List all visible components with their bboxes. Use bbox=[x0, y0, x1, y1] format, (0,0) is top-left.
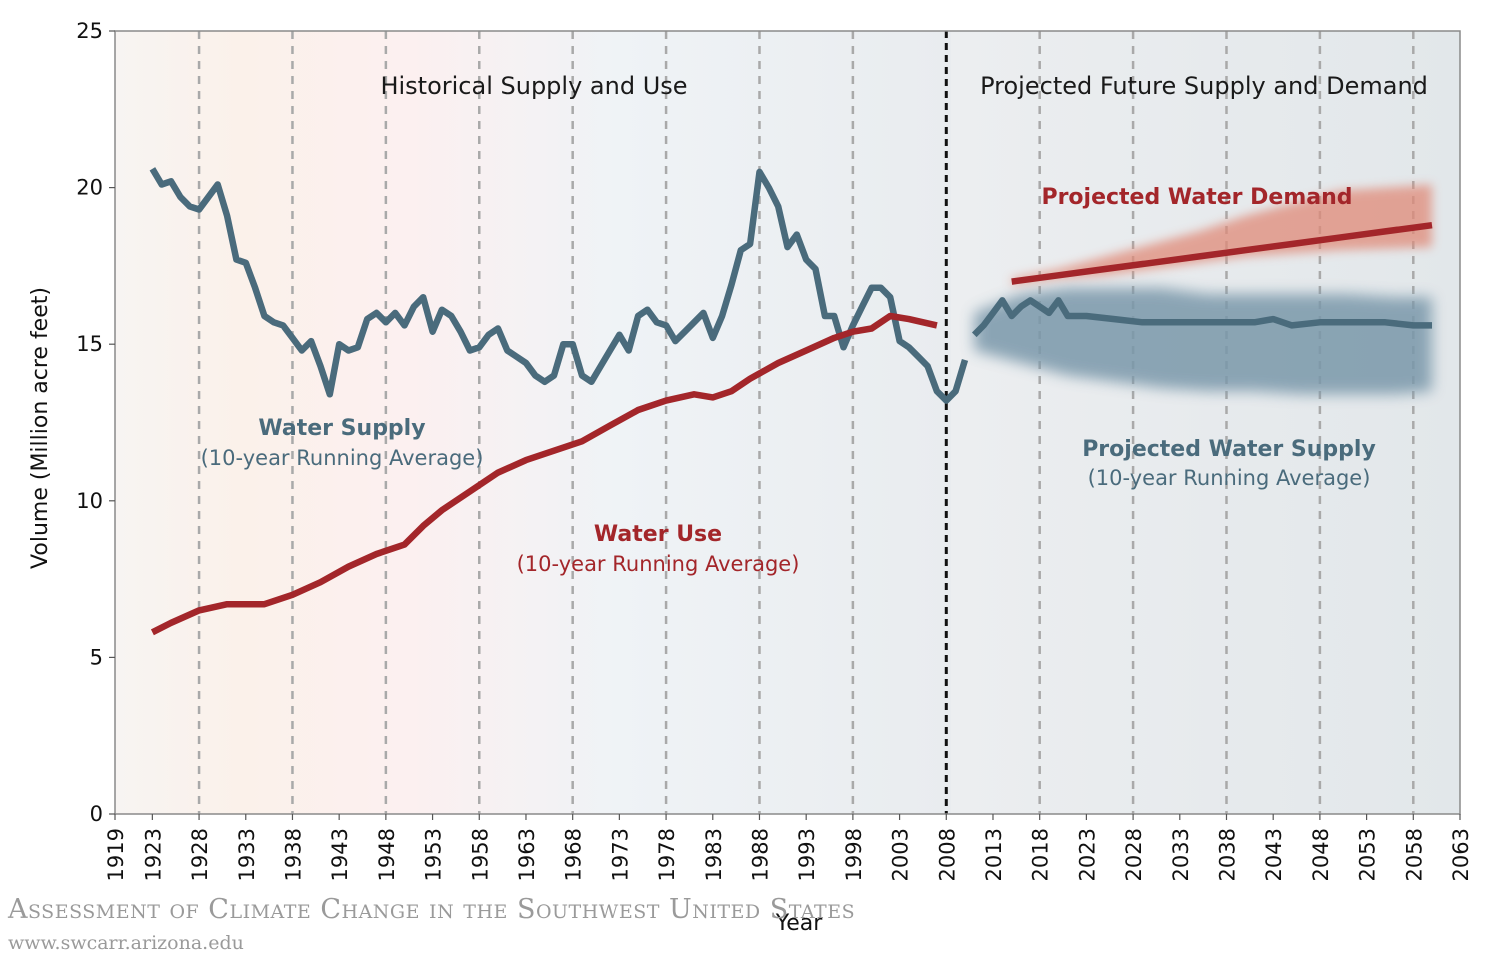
x-tick-label: 2023 bbox=[1075, 828, 1099, 881]
y-tick-label: 20 bbox=[76, 176, 103, 200]
projected-supply-label: Projected Water Supply bbox=[1082, 437, 1376, 462]
x-axis: 1919 1923 1928 1933 1938 1943 1948 1953 1958 1963… bbox=[104, 814, 1473, 881]
projected-demand-label: Projected Water Demand bbox=[1041, 185, 1352, 210]
x-tick-label: 2038 bbox=[1215, 828, 1239, 881]
x-tick-label: 1923 bbox=[141, 828, 165, 881]
x-tick-label: 1983 bbox=[702, 828, 726, 881]
credit-url: www.swcarr.arizona.edu bbox=[8, 932, 244, 954]
y-tick-label: 0 bbox=[90, 802, 103, 826]
water-supply-label: Water Supply bbox=[258, 416, 425, 441]
projected-title: Projected Future Supply and Demand bbox=[980, 72, 1428, 100]
plot-frame bbox=[114, 30, 1461, 815]
x-tick-label: 2043 bbox=[1262, 828, 1286, 881]
historical-title: Historical Supply and Use bbox=[380, 72, 687, 100]
x-tick-label: 1968 bbox=[562, 828, 586, 881]
historical-background bbox=[115, 31, 951, 814]
water-supply-sublabel: (10-year Running Average) bbox=[201, 446, 484, 470]
x-tick-label: 2013 bbox=[982, 828, 1006, 881]
x-tick-label: 2033 bbox=[1169, 828, 1193, 881]
projected-supply-line bbox=[971, 297, 1432, 338]
x-tick-label: 1978 bbox=[655, 828, 679, 881]
x-tick-label: 2063 bbox=[1449, 828, 1473, 881]
x-tick-label: 1958 bbox=[468, 828, 492, 881]
y-axis-title: Volume (Million acre feet) bbox=[28, 287, 53, 569]
y-tick-label: 25 bbox=[76, 19, 103, 43]
x-tick-label: 1948 bbox=[375, 828, 399, 881]
projected-demand-line bbox=[1011, 221, 1433, 285]
x-tick-label: 1963 bbox=[515, 828, 539, 881]
x-tick-label: 2003 bbox=[889, 828, 913, 881]
water-supply-line bbox=[149, 167, 969, 404]
water-use-line bbox=[150, 312, 938, 636]
x-tick-label: 1998 bbox=[842, 828, 866, 881]
x-tick-label: 1933 bbox=[235, 828, 259, 881]
x-tick-label: 2048 bbox=[1309, 828, 1333, 881]
x-axis-title: Year bbox=[775, 911, 824, 936]
y-tick-label: 15 bbox=[76, 332, 103, 356]
water-use-label: Water Use bbox=[594, 522, 722, 547]
x-tick-label: 2018 bbox=[1029, 828, 1053, 881]
x-tick-label: 1988 bbox=[748, 828, 772, 881]
gridlines bbox=[197, 31, 1415, 814]
y-tick-label: 10 bbox=[76, 489, 103, 513]
x-tick-label: 1928 bbox=[188, 828, 212, 881]
series-lines bbox=[149, 167, 1433, 636]
x-tick-label: 1993 bbox=[795, 828, 819, 881]
x-tick-label: 1953 bbox=[422, 828, 446, 881]
projected-background bbox=[951, 31, 1460, 814]
x-tick-label: 2053 bbox=[1356, 828, 1380, 881]
y-tick-label: 5 bbox=[90, 645, 103, 669]
projected-demand-band bbox=[1011, 184, 1432, 285]
y-axis: 0 5 10 15 20 25 bbox=[76, 19, 115, 826]
water-use-sublabel: (10-year Running Average) bbox=[517, 552, 800, 576]
x-tick-label: 1943 bbox=[328, 828, 352, 881]
credit-title: Assessment of Climate Change in the Sout… bbox=[8, 894, 856, 925]
projected-supply-sublabel: (10-year Running Average) bbox=[1088, 466, 1371, 490]
x-tick-label: 1938 bbox=[281, 828, 305, 881]
x-tick-label: 2028 bbox=[1122, 828, 1146, 881]
x-tick-label: 1973 bbox=[608, 828, 632, 881]
x-tick-label: 1919 bbox=[104, 828, 128, 881]
x-tick-label: 2058 bbox=[1402, 828, 1426, 881]
x-tick-label: 2008 bbox=[935, 828, 959, 881]
